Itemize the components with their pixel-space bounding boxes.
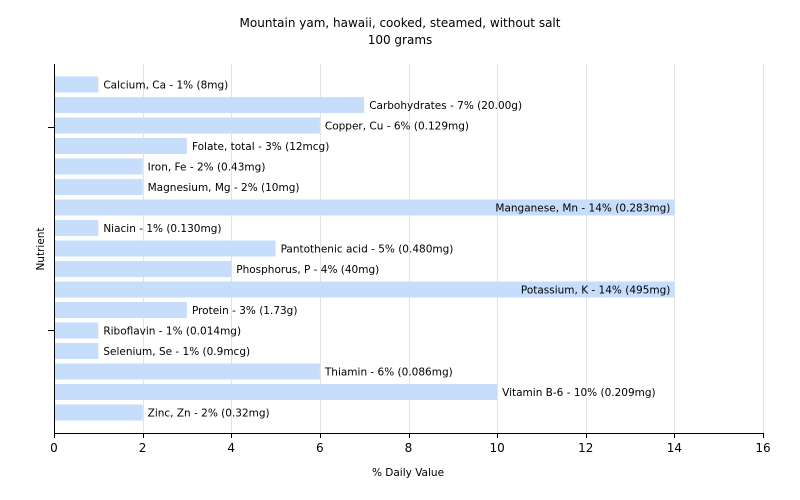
bar-label: Copper, Cu - 6% (0.129mg)	[325, 121, 469, 133]
bar-label: Riboflavin - 1% (0.014mg)	[103, 326, 241, 338]
bar	[55, 302, 187, 318]
bar	[55, 384, 498, 400]
bar-label: Carbohydrates - 7% (20.00g)	[369, 100, 522, 112]
bar	[55, 158, 143, 175]
axes: 0 2 4 6 8 10 12 14 16	[48, 64, 771, 455]
bar	[55, 281, 675, 298]
bars: Calcium, Ca - 1% (8mg) Carbohydrates - 7%…	[55, 76, 675, 421]
bar	[55, 220, 99, 236]
bar	[55, 179, 143, 195]
bar	[55, 76, 99, 93]
x-tick-label: 10	[489, 441, 504, 455]
bar	[55, 199, 675, 216]
bar-label: Vitamin B-6 - 10% (0.209mg)	[502, 387, 656, 399]
bar-label: Niacin - 1% (0.130mg)	[103, 223, 221, 235]
bar-label: Calcium, Ca - 1% (8mg)	[103, 80, 228, 92]
bar	[55, 322, 99, 339]
bar-label: Magnesium, Mg - 2% (10mg)	[148, 182, 300, 194]
bar-label: Phosphorus, P - 4% (40mg)	[236, 264, 379, 276]
bar	[55, 343, 99, 359]
bar	[55, 138, 187, 154]
bar-label: Zinc, Zn - 2% (0.32mg)	[148, 408, 270, 420]
bar	[55, 261, 232, 277]
bar-label: Folate, total - 3% (12mcg)	[192, 141, 329, 153]
bar	[55, 363, 320, 380]
bar-label: Iron, Fe - 2% (0.43mg)	[148, 162, 266, 174]
x-axis-label: % Daily Value	[372, 467, 444, 479]
bar-label: Potassium, K - 14% (495mg)	[521, 285, 671, 297]
x-tick-label: 14	[667, 441, 682, 455]
bar	[55, 97, 365, 113]
x-tick-label: 2	[139, 441, 147, 455]
chart-subtitle: 100 grams	[368, 33, 433, 47]
x-tick-label: 12	[578, 441, 593, 455]
bar-label: Pantothenic acid - 5% (0.480mg)	[281, 244, 454, 256]
x-tick-label: 8	[405, 441, 413, 455]
bar-label: Manganese, Mn - 14% (0.283mg)	[495, 203, 670, 215]
bar-label: Thiamin - 6% (0.086mg)	[324, 367, 453, 379]
x-tick-label: 6	[316, 441, 324, 455]
bar	[55, 240, 276, 257]
bar-label: Selenium, Se - 1% (0.9mcg)	[103, 346, 250, 358]
x-tick-label: 0	[50, 441, 58, 455]
bar-label: Protein - 3% (1.73g)	[192, 305, 298, 317]
x-tick-label: 16	[755, 441, 770, 455]
bar	[55, 117, 320, 134]
chart-title: Mountain yam, hawaii, cooked, steamed, w…	[240, 16, 561, 30]
bar	[55, 404, 143, 421]
x-tick-label: 4	[227, 441, 235, 455]
y-axis-label: Nutrient	[35, 227, 47, 270]
